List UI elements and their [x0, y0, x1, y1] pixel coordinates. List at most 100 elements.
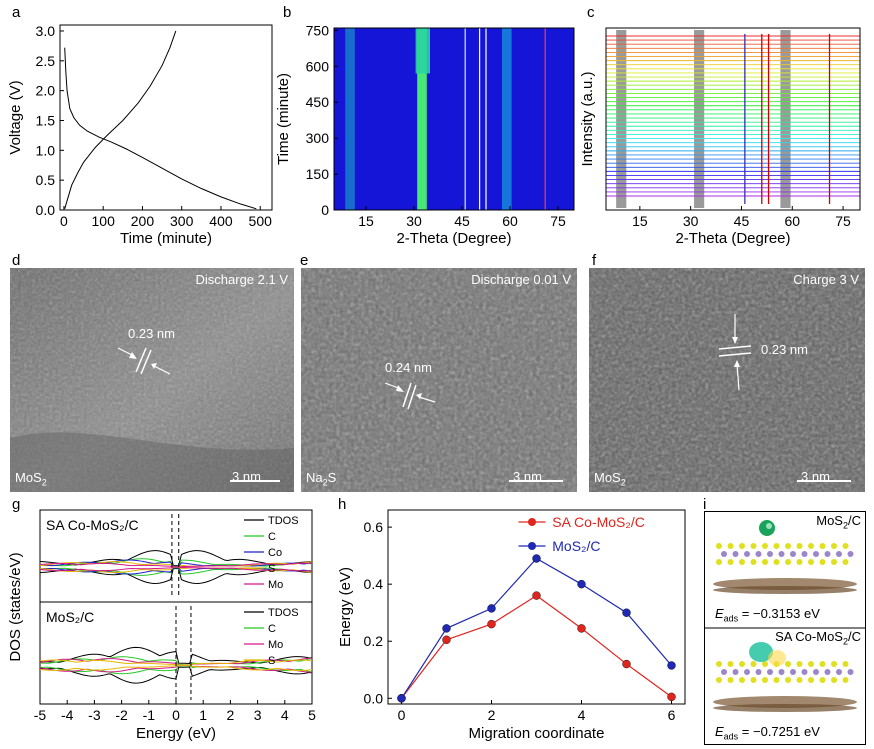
panel-i-mo-atom [732, 669, 739, 675]
panel-label-a: a [12, 4, 21, 21]
chart-h-series-line [400, 557, 672, 699]
chart-a-series-charge [64, 30, 177, 209]
panel-i-s-atom [773, 677, 780, 683]
panel-i-s-atom [727, 661, 734, 667]
panel-label-c: c [587, 4, 595, 21]
chart-c-xtick-label: 30 [683, 213, 699, 229]
panel-i-s-atom [739, 661, 745, 667]
tem-e-phase: Na2S [306, 470, 336, 488]
chart-b-xtick-label: 60 [502, 213, 518, 229]
chart-g-legend-label: S [268, 563, 275, 575]
panel-i-s-atom [796, 559, 803, 565]
chart-c-xtick-label: 75 [835, 213, 851, 229]
chart-b-ytick-label: 0 [321, 202, 329, 218]
panel-i-s-atom [808, 661, 814, 667]
chart-h-series-line [401, 594, 672, 699]
chart-g-ylabel: DOS (states/eV) [7, 552, 24, 661]
chart-c-xtick-label: 45 [734, 213, 750, 229]
panel-i-bottom-e-value: = −0.7251 eV [738, 724, 820, 739]
panel-i-bottom-e-sub: ads [723, 731, 739, 742]
chart-a-ytick-label: 0.0 [36, 202, 56, 218]
panel-i-s-atom [819, 661, 826, 667]
panel-i-s-atom [750, 661, 757, 667]
chart-a-ytick-label: 0.5 [36, 172, 56, 188]
chart-g-legend-label: Mo [268, 579, 283, 591]
tem-d-condition: Discharge 2.1 V [195, 272, 289, 287]
chart-c-gray-band [694, 30, 705, 208]
tem-d-phase: MoS2 [15, 470, 47, 488]
panel-i-s-atom [808, 677, 814, 683]
chart-g-legend-label: Co [268, 547, 282, 559]
panel-i-structures [705, 520, 865, 712]
tem-d-spacing: 0.23 nm [128, 326, 175, 341]
chart-h-legend-label: SA Co-MoS₂/C [552, 514, 645, 530]
chart-a-ytick-label: 1.0 [36, 142, 56, 158]
chart-a-xtick-label: 100 [92, 213, 116, 229]
chart-g-subpanel-title: SA Co-MoS₂/C [46, 517, 139, 533]
panel-i-top-title-main: MoS [816, 513, 843, 528]
chart-a-xtick-label: 200 [131, 213, 155, 229]
panel-i-s-atom [762, 543, 768, 549]
panel-i-mo-atom [767, 551, 773, 557]
panel-i-s-atom [750, 559, 757, 565]
chart-h-ytick-label: 0.2 [364, 633, 384, 649]
panel-i-mo-atom [813, 669, 819, 675]
chart-b-ytick-label: 600 [306, 58, 330, 74]
panel-i-mo-atom [836, 669, 842, 675]
chart-a-xtick-label: 0 [60, 213, 68, 229]
chart-b-xlabel: 2-Theta (Degree) [396, 230, 511, 247]
panel-i-mo-atom [813, 551, 819, 557]
chart-b-hotspot [415, 28, 430, 74]
panel-i-s-atom [750, 543, 757, 549]
chart-a-ytick-label: 3.0 [36, 23, 56, 39]
tem-texture-f [589, 268, 865, 492]
chart-h-xtick-label: 2 [488, 707, 496, 723]
tem-texture-e [301, 268, 577, 492]
panel-i-top-title: MoS2/C [816, 513, 861, 531]
tem-f-condition: Charge 3 V [793, 272, 859, 287]
chart-h-point [532, 554, 541, 563]
chart-h-point [577, 579, 586, 589]
panel-i-bottom-title: SA Co-MoS2/C [775, 629, 861, 647]
panel-i-top-e-sub: ads [723, 613, 739, 624]
panel-i-s-atom [785, 559, 791, 565]
panel-label-h: h [338, 496, 347, 513]
panel-i-s-atom [716, 677, 722, 683]
chart-b-band [345, 28, 355, 210]
tem-f-phase-main: MoS [594, 470, 621, 486]
chart-a-xlabel: Time (minute) [120, 230, 212, 247]
chart-g-xtick-label: -5 [34, 707, 47, 723]
panel-i-mo-atom [790, 669, 796, 675]
panel-i-s-atom [762, 559, 768, 565]
panel-i-s-atom [727, 543, 734, 549]
panel-i-mo-atom [755, 551, 762, 557]
panel-i-s-atom [842, 559, 849, 565]
chart-g-xtick-label: 3 [254, 707, 262, 723]
chart-h-point [577, 624, 586, 633]
chart-c: 15 30 45 60 75 2-Theta (Degree) Intensity (a.u… [579, 27, 861, 247]
chart-c-gray-band [616, 30, 627, 208]
panel-i-s-atom [716, 661, 722, 667]
panel-i-mo-atom [778, 669, 785, 675]
panel-i-s-atom [842, 677, 849, 683]
chart-h-ytick-label: 0.0 [364, 690, 384, 706]
chart-a-frame [59, 24, 273, 211]
panel-i-s-atom [739, 559, 745, 565]
panel-label-b: b [283, 4, 292, 21]
chart-b-band [502, 28, 512, 210]
panel-i-s-atom [773, 559, 780, 565]
chart-g-dos-curve [39, 656, 313, 666]
panel-i-s-atom [831, 677, 837, 683]
panel-i-s-atom [808, 559, 814, 565]
panel-i-s-atom [819, 543, 826, 549]
chart-b-background [334, 28, 574, 210]
tem-e-spacing: 0.24 nm [385, 360, 432, 375]
panel-i-s-atom [716, 559, 722, 565]
chart-c-xlabel: 2-Theta (Degree) [675, 230, 790, 247]
chart-g-xtick-label: 0 [172, 707, 180, 723]
panel-i-top-eads: Eads = −0.3153 eV [715, 606, 820, 624]
chart-c-frame [605, 27, 861, 211]
chart-h-xtick-label: 6 [668, 707, 676, 723]
chart-g-subpanel-title: MoS₂/C [46, 609, 94, 625]
panel-i-bottom-e-label: E [715, 724, 724, 739]
